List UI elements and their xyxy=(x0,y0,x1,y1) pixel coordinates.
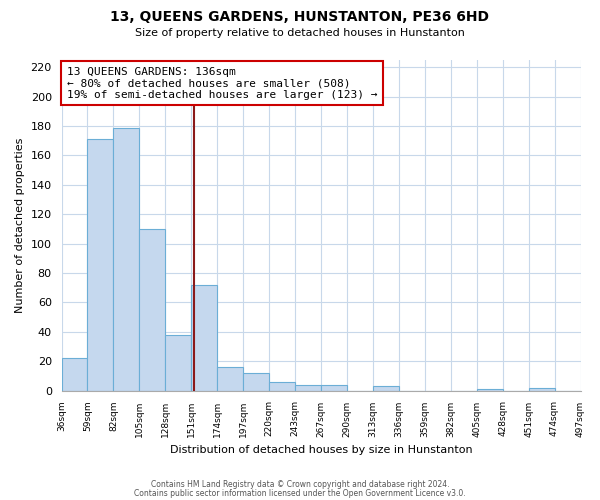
Text: Contains public sector information licensed under the Open Government Licence v3: Contains public sector information licen… xyxy=(134,488,466,498)
Bar xyxy=(477,389,503,390)
Bar xyxy=(139,229,166,390)
Bar xyxy=(269,382,295,390)
Text: Contains HM Land Registry data © Crown copyright and database right 2024.: Contains HM Land Registry data © Crown c… xyxy=(151,480,449,489)
Bar xyxy=(295,384,321,390)
Bar xyxy=(191,285,217,391)
Bar xyxy=(321,384,347,390)
Text: 13 QUEENS GARDENS: 136sqm
← 80% of detached houses are smaller (508)
19% of semi: 13 QUEENS GARDENS: 136sqm ← 80% of detac… xyxy=(67,66,377,100)
X-axis label: Distribution of detached houses by size in Hunstanton: Distribution of detached houses by size … xyxy=(170,445,472,455)
Bar xyxy=(166,334,191,390)
Bar xyxy=(373,386,399,390)
Bar xyxy=(62,358,88,390)
Bar xyxy=(243,373,269,390)
Bar xyxy=(113,128,139,390)
Text: 13, QUEENS GARDENS, HUNSTANTON, PE36 6HD: 13, QUEENS GARDENS, HUNSTANTON, PE36 6HD xyxy=(110,10,490,24)
Bar xyxy=(88,140,113,390)
Bar xyxy=(217,367,243,390)
Y-axis label: Number of detached properties: Number of detached properties xyxy=(15,138,25,313)
Text: Size of property relative to detached houses in Hunstanton: Size of property relative to detached ho… xyxy=(135,28,465,38)
Bar xyxy=(529,388,554,390)
